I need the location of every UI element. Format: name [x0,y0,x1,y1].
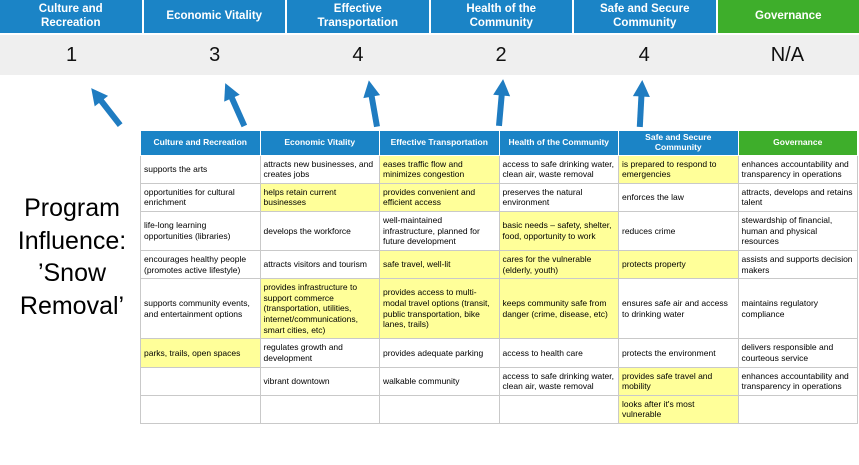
scorecard-score-value: N/A [770,43,805,66]
matrix-cell: develops the workforce [259,211,380,251]
matrix-cell-highlighted: protects property [618,249,739,280]
matrix-cell: enhances accountability and transparency… [737,154,858,184]
matrix-cell-highlighted: basic needs – safety, shelter, food, opp… [498,211,619,251]
matrix-cell-highlighted: is prepared to respond to emergencies [618,154,739,184]
matrix-cell: attracts visitors and tourism [259,249,380,280]
matrix-row: vibrant downtown walkable community access… [140,366,858,396]
up-arrow-icon [490,78,512,127]
matrix-column-header: Culture and Recreation [140,130,261,156]
matrix-cell: delivers responsible and courteous servi… [737,338,858,368]
matrix-cell: regulates growth and development [259,338,380,368]
matrix-cell: vibrant downtown [259,366,380,396]
matrix-cell: well-maintained infrastructure, planned … [379,211,500,251]
matrix-cell-highlighted: provides convenient and efficient access [379,182,500,213]
matrix-cell [498,394,619,425]
matrix-cell [140,394,261,425]
matrix-cell [737,394,858,425]
matrix-cell-highlighted: safe travel, well-lit [379,249,500,280]
matrix-cell: provides adequate parking [379,338,500,368]
matrix-column-header: Governance [737,130,858,156]
matrix-cell-highlighted: parks, trails, open spaces [140,338,261,368]
matrix-column-header: Economic Vitality [259,130,380,156]
matrix-cell-highlighted: keeps community safe from danger (crime,… [498,278,619,340]
matrix-cell: reduces crime [618,211,739,251]
scorecard-score-value: 2 [495,43,507,66]
scorecard-category-label: Safe and Secure Community [574,0,716,33]
matrix-cell [259,394,380,425]
matrix-column-header: Safe and Secure Community [618,130,739,156]
matrix-cell: access to health care [498,338,619,368]
matrix-row: opportunities for cultural enrichment hel… [140,182,858,213]
matrix-row: looks after it's most vulnerable [140,394,858,425]
matrix-cell-highlighted: cares for the vulnerable (elderly, youth… [498,249,619,280]
matrix-cell: attracts, develops and retains talent [737,182,858,213]
matrix-cell: supports community events, and entertain… [140,278,261,340]
program-influence-title: Program Influence: ’Snow Removal’ [17,194,127,320]
scorecard-score-value: 1 [66,43,78,66]
matrix-column-header: Health of the Community [498,130,619,156]
scorecard-category-label: Health of the Community [430,0,572,33]
influence-matrix: Culture and Recreation Economic Vitality E… [140,130,858,425]
matrix-cell: supports the arts [140,154,261,184]
matrix-cell: enforces the law [618,182,739,213]
matrix-row: supports the arts attracts new businesses… [140,154,858,184]
matrix-cell: preserves the natural environment [498,182,619,213]
up-arrow-icon [84,83,128,132]
matrix-row: supports community events, and entertain… [140,278,858,340]
scorecard-header-row: Culture and Recreation Economic Vitality E… [0,0,859,33]
matrix-row: life-long learning opportunities (librar… [140,211,858,251]
matrix-cell: walkable community [379,366,500,396]
scorecard-category-label: Economic Vitality [143,0,285,33]
matrix-cell-highlighted: provides access to multi-modal travel op… [379,278,500,340]
matrix-cell: maintains regulatory compliance [737,278,858,340]
matrix-cell-highlighted: provides safe travel and mobility [618,366,739,396]
matrix-cell: enhances accountability and transparency… [737,366,858,396]
matrix-cell [140,366,261,396]
scorecard-score-value: 3 [209,43,221,66]
scorecard-category-label: Effective Transportation [287,0,429,33]
matrix-cell: encourages healthy people (promotes acti… [140,249,261,280]
matrix-cell-highlighted: eases traffic flow and minimizes congest… [379,154,500,184]
up-arrow-icon [360,79,386,129]
matrix-cell [379,394,500,425]
matrix-body: supports the arts attracts new businesses… [140,154,858,425]
up-arrow-icon [631,80,651,129]
matrix-row: encourages healthy people (promotes acti… [140,249,858,280]
matrix-cell: access to safe drinking water, clean air… [498,154,619,184]
matrix-row: parks, trails, open spaces regulates grow… [140,338,858,368]
matrix-cell: ensures safe air and access to drinking … [618,278,739,340]
matrix-cell-highlighted: helps retain current businesses [259,182,380,213]
matrix-cell-highlighted: looks after it's most vulnerable [618,394,739,425]
matrix-cell: assists and supports decision makers [737,249,858,280]
matrix-cell: opportunities for cultural enrichment [140,182,261,213]
matrix-column-header: Effective Transportation [379,130,500,156]
up-arrow-icon [217,79,253,130]
matrix-cell-highlighted: provides infrastructure to support comme… [259,278,380,340]
matrix-cell: protects the environment [618,338,739,368]
scorecard-score-value: 4 [352,43,364,66]
matrix-cell: life-long learning opportunities (librar… [140,211,261,251]
scorecard-score-row: 1 3 4 2 4 N/A [0,35,859,75]
matrix-cell: stewardship of financial, human and phys… [737,211,858,251]
scorecard-score-value: 4 [638,43,650,66]
scorecard-category-label: Governance [717,0,859,33]
matrix-cell: attracts new businesses, and creates job… [259,154,380,184]
matrix-cell: access to safe drinking water, clean air… [498,366,619,396]
scorecard-category-label: Culture and Recreation [0,0,142,33]
matrix-header-row: Culture and Recreation Economic Vitality E… [140,130,858,156]
